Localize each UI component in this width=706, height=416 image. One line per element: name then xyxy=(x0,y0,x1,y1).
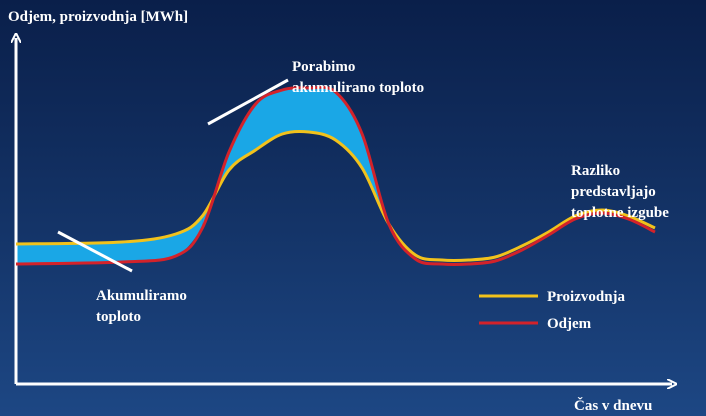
annotation-line-akumuliramo xyxy=(57,230,133,273)
annotation-akumuliramo-line2: toploto xyxy=(96,309,141,325)
annotation-razliko-line1: Razliko xyxy=(571,163,620,179)
series-line-odjem xyxy=(15,85,656,266)
annotation-akumuliramo-line1: Akumuliramo xyxy=(96,288,187,304)
y-axis-label: Odjem, proizvodnja [MWh] xyxy=(8,9,188,25)
legend: Proizvodnja Odjem xyxy=(479,289,626,332)
annotation-porabimo-line1: Porabimo xyxy=(292,59,355,75)
legend-label-proizvodnja: Proizvodnja xyxy=(547,289,626,305)
annotation-line-porabimo xyxy=(207,78,289,126)
difference-fill-group xyxy=(16,87,389,264)
legend-label-odjem: Odjem xyxy=(547,316,592,332)
series-line-proizvodnja xyxy=(15,129,656,262)
x-axis-label: Čas v dnevu xyxy=(574,397,652,414)
annotation-razliko-line2: predstavljajo xyxy=(571,184,656,200)
fill-akumuliramo xyxy=(16,216,203,264)
series-group xyxy=(15,85,656,266)
annotation-razliko-line3: toplotne izgube xyxy=(571,205,669,221)
fill-porabimo xyxy=(202,87,389,228)
annotation-porabimo-line2: akumulirano toploto xyxy=(292,80,424,96)
